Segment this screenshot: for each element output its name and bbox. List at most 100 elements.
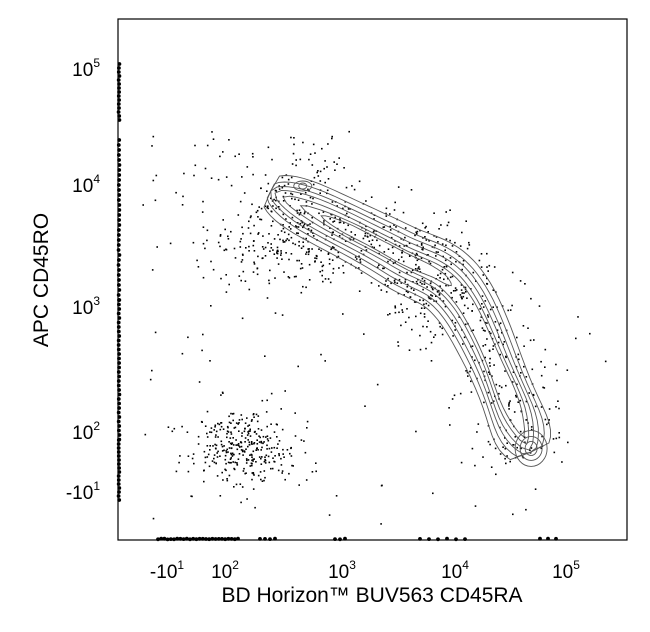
- event-dot: [314, 152, 316, 154]
- event-dot: [504, 437, 506, 439]
- event-dot: [489, 308, 492, 311]
- event-dot: [219, 455, 221, 457]
- event-dot: [287, 178, 290, 181]
- event-dot: [255, 433, 258, 435]
- event-dot: [481, 327, 484, 329]
- event-dot: [234, 461, 236, 464]
- event-dot: [253, 250, 256, 252]
- event-dot: [257, 415, 260, 417]
- event-dot: [362, 237, 365, 240]
- event-dot: [225, 176, 228, 178]
- event-dot: [303, 223, 306, 225]
- event-dot: [336, 256, 338, 259]
- event-dot: [522, 325, 525, 327]
- event-dot: [190, 495, 192, 497]
- event-dot: [228, 421, 231, 424]
- event-dot: [479, 319, 482, 322]
- event-dot: [512, 444, 514, 446]
- event-dot: [256, 447, 258, 450]
- event-dot: [230, 412, 232, 415]
- event-dot: [382, 267, 384, 270]
- density-contour: [270, 186, 539, 455]
- bottom-edge-event: [191, 536, 196, 541]
- bottom-edge-event: [343, 536, 347, 541]
- event-dot: [276, 250, 278, 253]
- event-dot: [421, 222, 424, 225]
- event-dot: [298, 209, 301, 211]
- event-dot: [331, 259, 334, 261]
- event-dot: [266, 425, 268, 428]
- event-dot: [197, 435, 200, 438]
- event-dot: [217, 178, 220, 181]
- event-dot: [253, 416, 255, 418]
- event-dot: [235, 422, 238, 424]
- event-dot: [229, 462, 231, 464]
- event-dot: [293, 143, 295, 146]
- bottom-edge-event: [159, 536, 164, 541]
- event-dot: [277, 469, 280, 472]
- event-dot: [404, 236, 406, 239]
- left-edge-event: [117, 352, 121, 356]
- event-dot: [224, 468, 226, 471]
- event-dot: [467, 307, 469, 310]
- event-dot: [303, 212, 306, 215]
- x-tick-label-1e5: 105: [552, 558, 580, 583]
- event-dot: [154, 331, 157, 334]
- event-dot: [152, 179, 155, 182]
- event-dot: [331, 246, 334, 248]
- left-edge-event: [117, 203, 122, 207]
- event-dot: [204, 461, 207, 464]
- left-edge-event: [116, 397, 121, 401]
- event-dot: [260, 187, 262, 189]
- event-dot: [378, 244, 381, 247]
- event-dot: [488, 264, 491, 267]
- event-dot: [252, 173, 254, 176]
- event-dot: [248, 245, 250, 248]
- event-dot: [276, 252, 278, 254]
- event-dot: [206, 432, 208, 435]
- event-dot: [280, 464, 283, 466]
- event-dot: [212, 445, 214, 447]
- event-dot: [416, 232, 418, 235]
- event-dot: [243, 467, 245, 470]
- event-dot: [443, 266, 446, 268]
- event-dot: [403, 245, 406, 247]
- event-dot: [433, 300, 435, 302]
- event-dot: [288, 226, 290, 228]
- event-dot: [331, 201, 334, 203]
- event-dot: [213, 457, 215, 460]
- event-dot: [520, 372, 522, 374]
- event-dot: [365, 200, 367, 202]
- event-dot: [210, 177, 213, 179]
- event-dot: [319, 270, 321, 273]
- event-dot: [264, 246, 267, 249]
- event-dot: [439, 272, 442, 275]
- event-dot: [365, 225, 367, 228]
- event-dot: [273, 431, 276, 433]
- event-dot: [430, 286, 433, 288]
- bottom-edge-event: [454, 537, 458, 542]
- event-dot: [228, 441, 230, 443]
- event-dot: [435, 295, 437, 297]
- event-dot: [212, 138, 215, 140]
- event-dot: [383, 267, 385, 270]
- left-edge-event: [116, 311, 121, 316]
- event-dot: [370, 282, 373, 284]
- event-dot: [415, 263, 417, 266]
- event-dot: [420, 257, 423, 260]
- left-edge-event: [117, 198, 121, 202]
- event-dot: [463, 336, 466, 339]
- event-dot: [303, 440, 305, 442]
- event-dot: [487, 371, 490, 373]
- event-dot: [295, 159, 297, 161]
- event-dot: [354, 256, 357, 258]
- event-dot: [353, 188, 356, 191]
- event-dot: [198, 381, 201, 383]
- event-dot: [450, 263, 452, 266]
- event-dot: [244, 472, 246, 475]
- event-dot: [237, 458, 240, 460]
- event-dot: [435, 255, 437, 257]
- bottom-edge-event: [188, 537, 192, 542]
- event-dot: [239, 200, 242, 203]
- bottom-edge-event: [445, 536, 449, 541]
